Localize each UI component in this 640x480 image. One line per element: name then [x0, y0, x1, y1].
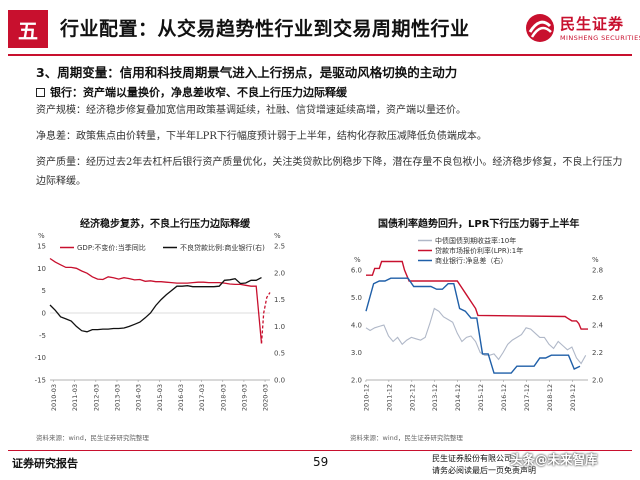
series-line-3 [49, 277, 262, 333]
bullet-text: 银行：资产端以量换价，净息差收窄、不良上行压力边际释缓 [50, 86, 347, 99]
left-chart-title: 经济稳步复苏，不良上行压力边际释缓 [80, 219, 250, 230]
right-tick-label: 1.5 [274, 296, 285, 304]
x-tick-label: 2019-03 [240, 384, 248, 411]
paragraph-net-interest-margin: 净息差：政策焦点由价转量，下半年LPR下行幅度预计弱于上半年，结构化存款压减降低… [36, 131, 487, 142]
legend-label: 贷款市场报价利率(LPR):1年 [435, 246, 523, 255]
logo-english-name: MINSHENG SECURITIES [560, 34, 640, 42]
x-tick-label: 2020-03 [262, 384, 270, 411]
subheading: 3、周期变量：信用和科技周期景气进入上行拐点，是驱动风格切换的主动力 [36, 65, 458, 80]
paragraph-asset-quality: 资产质量：经历过去2年去杠杆后银行资产质量优化，关注类贷款比例稳步下降，潜在存量… [36, 157, 623, 187]
left-tick-label: 2.0 [351, 377, 362, 385]
x-tick-label: 2012-03 [92, 384, 100, 411]
right-tick-label: 2.2 [592, 349, 603, 357]
legend-label: 中债国债到期收益率:10年 [435, 236, 516, 245]
left-tick-label: -15 [35, 377, 46, 385]
legend-label: 商业银行:净息差（右） [435, 256, 507, 265]
header-divider [8, 54, 632, 56]
right-tick-label: 2.8 [592, 267, 603, 275]
section-number-badge: 五 [8, 10, 48, 48]
left-tick-label: -5 [39, 332, 46, 340]
footer-company: 民生证券股份有限公司 [432, 454, 512, 463]
x-tick-label: 2013-03 [113, 384, 121, 411]
right-tick-label: 2.0 [274, 269, 285, 277]
x-tick-label: 2013-12 [431, 384, 439, 411]
right-tick-label: 2.0 [592, 377, 603, 385]
right-axis-unit: % [274, 232, 281, 240]
left-tick-label: 5.0 [351, 294, 362, 302]
right-tick-label: 2.6 [592, 294, 604, 302]
footer-disclaimer: 请务必阅读最后一页免责声明 [432, 466, 536, 475]
x-tick-label: 2011-12 [385, 384, 393, 411]
logo-chinese-name: 民生证券 [560, 15, 625, 33]
left-tick-label: -10 [35, 354, 46, 362]
footer-divider [8, 450, 632, 451]
watermark: 头条@未来智库 [510, 452, 598, 467]
series-line-3 [365, 277, 581, 374]
series-line-1 [365, 307, 587, 365]
x-tick-label: 2014-12 [454, 384, 462, 411]
left-tick-label: 15 [37, 243, 46, 251]
left-axis-unit: % [354, 256, 361, 264]
square-bullet-icon [36, 87, 45, 97]
company-logo: 民生证券 MINSHENG SECURITIES [524, 10, 640, 50]
legend-label: GDP:不变价:当季同比 [77, 243, 146, 252]
left-tick-label: 0 [42, 310, 46, 318]
left-chart: % % 15 10 5 0 -5 -10 -15 2.5 2.0 1.5 1.0 0.5 0.0 2010-0… [35, 232, 286, 411]
right-tick-label: 2.4 [592, 322, 604, 330]
page-number: 59 [313, 455, 329, 469]
left-tick-label: 4.0 [351, 322, 362, 330]
footer-report-label: 证券研究报告 [12, 457, 78, 470]
x-tick-label: 2017-03 [198, 384, 206, 411]
left-axis-unit: % [38, 232, 45, 240]
bullet-heading: 银行：资产端以量换价，净息差收窄、不良上行压力边际释缓 [36, 84, 347, 100]
x-tick-label: 2016-03 [177, 384, 185, 411]
series-line-2 [366, 260, 588, 330]
x-tick-label: 2018-03 [219, 384, 227, 411]
x-tick-label: 2015-12 [477, 384, 485, 411]
left-tick-label: 3.0 [351, 349, 362, 357]
right-tick-label: 1.0 [274, 323, 285, 331]
x-tick-label: 2011-03 [71, 384, 79, 411]
right-tick-label: 0.5 [274, 350, 285, 358]
left-tick-label: 10 [37, 265, 46, 273]
left-chart-source: 资料来源：wind，民生证券研究院整理 [36, 434, 149, 442]
right-tick-label: 2.5 [274, 243, 285, 251]
page-header: 五 行业配置：从交易趋势性行业到交易周期性行业 民生证券 MINSHENG SE… [0, 0, 640, 58]
legend-label: 不良贷款比例:商业银行(右) [180, 243, 265, 252]
right-axis-unit: % [592, 256, 599, 264]
x-tick-label: 2017-12 [523, 384, 531, 411]
x-tick-label: 2014-03 [135, 384, 143, 411]
logo-mark-icon [526, 14, 554, 42]
left-tick-label: 5 [42, 287, 46, 295]
right-chart-source: 资料来源：wind，民生证券研究院整理 [350, 434, 463, 442]
x-tick-label: 2015-03 [156, 384, 164, 411]
x-tick-label: 2019-12 [569, 384, 577, 411]
page-title: 行业配置：从交易趋势性行业到交易周期性行业 [60, 18, 470, 40]
series-line-1 [49, 257, 263, 344]
series-line-2 [260, 292, 271, 344]
right-chart-title: 国债利率趋势回升，LPR下行压力弱于上半年 [378, 219, 580, 230]
x-tick-label: 2010-12 [362, 384, 370, 411]
x-tick-label: 2012-12 [408, 384, 416, 411]
x-tick-label: 2010-03 [50, 384, 58, 411]
paragraph-asset-scale: 资产规模：经济稳步修复叠加宽信用政策基调延续，社融、信贷增速延续高增，资产端以量… [36, 105, 466, 116]
x-tick-label: 2018-12 [546, 384, 554, 411]
left-tick-label: 6.0 [351, 267, 362, 275]
x-tick-label: 2016-12 [500, 384, 508, 411]
right-tick-label: 0.0 [274, 377, 285, 385]
